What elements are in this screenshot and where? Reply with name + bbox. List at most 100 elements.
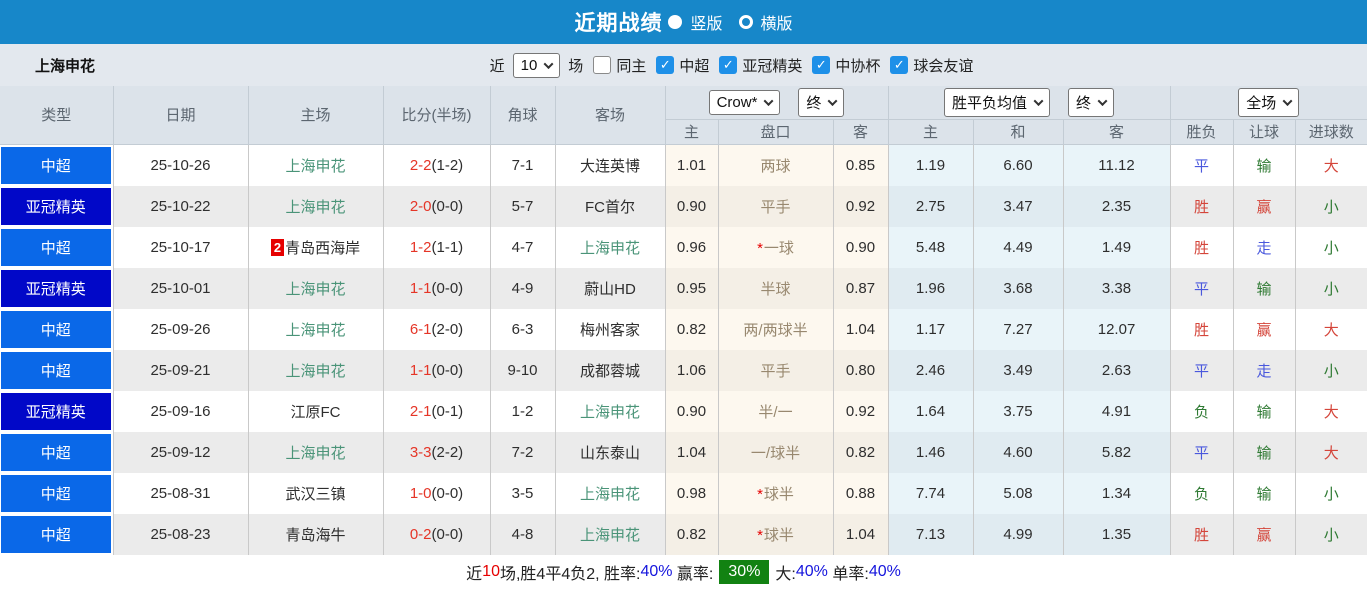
score-cell: 6-1(2-0) bbox=[383, 308, 491, 350]
radio-horizontal-label[interactable]: 横版 bbox=[760, 16, 793, 33]
table-row: 中超 25-08-31 武汉三镇 1-0(0-0) 3-5 上海申花 0.98 *球半 0.88… bbox=[0, 472, 1367, 514]
result-goals: 大 bbox=[1295, 390, 1367, 432]
league-type-cell: 中超 bbox=[0, 144, 114, 186]
avg-away-odds: 11.12 bbox=[1063, 144, 1171, 186]
corner-score: 9-10 bbox=[490, 349, 556, 391]
league-type-cell: 亚冠精英 bbox=[0, 390, 114, 432]
results-tbody: 中超 25-10-26 上海申花 2-2(1-2) 7-1 大连英博 1.01 两球 0.85 1… bbox=[0, 144, 1367, 555]
checkbox-league-friendly[interactable]: ✓ bbox=[890, 56, 909, 74]
bookmaker-select[interactable]: Crow* bbox=[708, 89, 781, 115]
league-label-csl[interactable]: 中超 bbox=[679, 57, 710, 75]
handicap-text: 两球 bbox=[760, 157, 791, 175]
away-team: 上海申花 bbox=[555, 472, 666, 514]
summary-segment: 赢率: bbox=[672, 566, 714, 583]
checkbox-league-facup[interactable]: ✓ bbox=[812, 56, 831, 74]
away-team-name: 蔚山HD bbox=[584, 280, 636, 298]
result-handicap: 赢 bbox=[1233, 185, 1296, 227]
league-badge: 中超 bbox=[1, 228, 111, 266]
league-label-facup[interactable]: 中协杯 bbox=[835, 57, 881, 75]
table-row: 中超 25-10-17 2 青岛西海岸 1-2(1-1) 4-7 上海申花 0.96 *一球 0.… bbox=[0, 226, 1367, 268]
score-cell: 1-0(0-0) bbox=[383, 472, 491, 514]
halftime-score: (1-1) bbox=[431, 238, 464, 256]
avg-draw-odds: 4.99 bbox=[973, 513, 1064, 555]
result-wdl: 胜 bbox=[1170, 226, 1234, 268]
result-wdl: 平 bbox=[1170, 431, 1234, 473]
handicap-line: 半球 bbox=[718, 267, 834, 309]
handicap-text: 一/球半 bbox=[750, 444, 801, 462]
result-handicap: 输 bbox=[1233, 431, 1296, 473]
avg-draw-odds: 3.49 bbox=[973, 349, 1064, 391]
header-score: 比分(半场) bbox=[383, 86, 491, 145]
summary-segment: 单率: bbox=[827, 566, 869, 583]
title-bar: 近期战绩 竖版 横版 bbox=[0, 0, 1367, 44]
radio-vertical-label[interactable]: 竖版 bbox=[690, 16, 723, 33]
result-wdl: 平 bbox=[1170, 144, 1234, 186]
radio-vertical-selected-icon[interactable] bbox=[668, 15, 683, 29]
handicap-home-odds: 0.95 bbox=[665, 267, 719, 309]
fulltime-score: 1-1 bbox=[409, 361, 432, 379]
bookmaker-time-select[interactable]: 终 bbox=[798, 87, 845, 117]
result-handicap: 走 bbox=[1233, 349, 1296, 391]
result-goals: 小 bbox=[1295, 267, 1367, 309]
avg-odds-select-value: 胜平负均值 bbox=[952, 94, 1028, 112]
result-handicap: 走 bbox=[1233, 226, 1296, 268]
handicap-away-odds: 0.87 bbox=[833, 267, 889, 309]
table-row: 亚冠精英 25-10-01 上海申花 1-1(0-0) 4-9 蔚山HD 0.95 半球 0.8… bbox=[0, 267, 1367, 309]
league-type-cell: 中超 bbox=[0, 513, 114, 555]
league-label-acl[interactable]: 亚冠精英 bbox=[742, 57, 803, 75]
league-label-friendly[interactable]: 球会友谊 bbox=[913, 57, 974, 75]
avg-home-odds: 5.48 bbox=[888, 226, 974, 268]
table-row: 中超 25-09-26 上海申花 6-1(2-0) 6-3 梅州客家 0.82 两/两球半 1.… bbox=[0, 308, 1367, 350]
checkbox-league-csl[interactable]: ✓ bbox=[656, 56, 675, 74]
avg-draw-odds: 3.68 bbox=[973, 267, 1064, 309]
match-date: 25-09-21 bbox=[113, 349, 249, 391]
page-title: 近期战绩 bbox=[574, 12, 663, 35]
fullmatch-select[interactable]: 全场 bbox=[1238, 87, 1300, 117]
same-home-label[interactable]: 同主 bbox=[616, 57, 647, 75]
away-team-name: 大连英博 bbox=[579, 157, 640, 175]
avg-odds-select[interactable]: 胜平负均值 bbox=[944, 87, 1051, 117]
bookmaker-select-value: Crow* bbox=[716, 93, 758, 111]
avg-time-select[interactable]: 终 bbox=[1068, 87, 1115, 117]
handicap-line: 两球 bbox=[718, 144, 834, 186]
home-team: 上海申花 bbox=[248, 431, 384, 473]
checkbox-league-acl[interactable]: ✓ bbox=[719, 56, 738, 74]
bookmaker-time-value: 终 bbox=[806, 94, 822, 112]
home-team-name: 青岛西海岸 bbox=[285, 239, 361, 257]
avg-draw-odds: 6.60 bbox=[973, 144, 1064, 186]
home-team: 上海申花 bbox=[248, 185, 384, 227]
halftime-score: (2-2) bbox=[431, 443, 464, 461]
radio-horizontal-icon[interactable] bbox=[738, 15, 753, 29]
score-cell: 1-1(0-0) bbox=[383, 349, 491, 391]
recent-count-select[interactable]: 10 bbox=[512, 52, 561, 78]
handicap-text: 半球 bbox=[760, 280, 791, 298]
result-wdl: 负 bbox=[1170, 472, 1234, 514]
summary-segment: 40% bbox=[640, 563, 673, 580]
handicap-line: 平手 bbox=[718, 185, 834, 227]
league-type-cell: 亚冠精英 bbox=[0, 185, 114, 227]
result-handicap: 赢 bbox=[1233, 513, 1296, 555]
handicap-away-odds: 0.85 bbox=[833, 144, 889, 186]
avg-draw-odds: 4.60 bbox=[973, 431, 1064, 473]
halftime-score: (1-2) bbox=[431, 156, 464, 174]
corner-score: 3-5 bbox=[490, 472, 556, 514]
away-team: 上海申花 bbox=[555, 226, 666, 268]
away-team-name: 梅州客家 bbox=[579, 321, 640, 339]
avg-home-odds: 1.17 bbox=[888, 308, 974, 350]
checkbox-same-home[interactable] bbox=[593, 56, 612, 74]
star-mark: * bbox=[757, 239, 763, 257]
recent-label: 近 bbox=[489, 57, 505, 75]
chevron-down-icon bbox=[1282, 95, 1293, 106]
star-mark: * bbox=[757, 485, 763, 503]
home-team-name: 上海申花 bbox=[285, 362, 346, 380]
avg-draw-odds: 3.75 bbox=[973, 390, 1064, 432]
handicap-away-odds: 1.04 bbox=[833, 308, 889, 350]
chevron-down-icon bbox=[827, 95, 838, 106]
result-wdl: 胜 bbox=[1170, 513, 1234, 555]
home-team: 上海申花 bbox=[248, 349, 384, 391]
header-result-handicap: 让球 bbox=[1233, 119, 1296, 145]
fulltime-score: 0-2 bbox=[409, 525, 432, 543]
handicap-text: 平手 bbox=[760, 198, 791, 216]
handicap-home-odds: 0.90 bbox=[665, 390, 719, 432]
league-type-cell: 中超 bbox=[0, 431, 114, 473]
